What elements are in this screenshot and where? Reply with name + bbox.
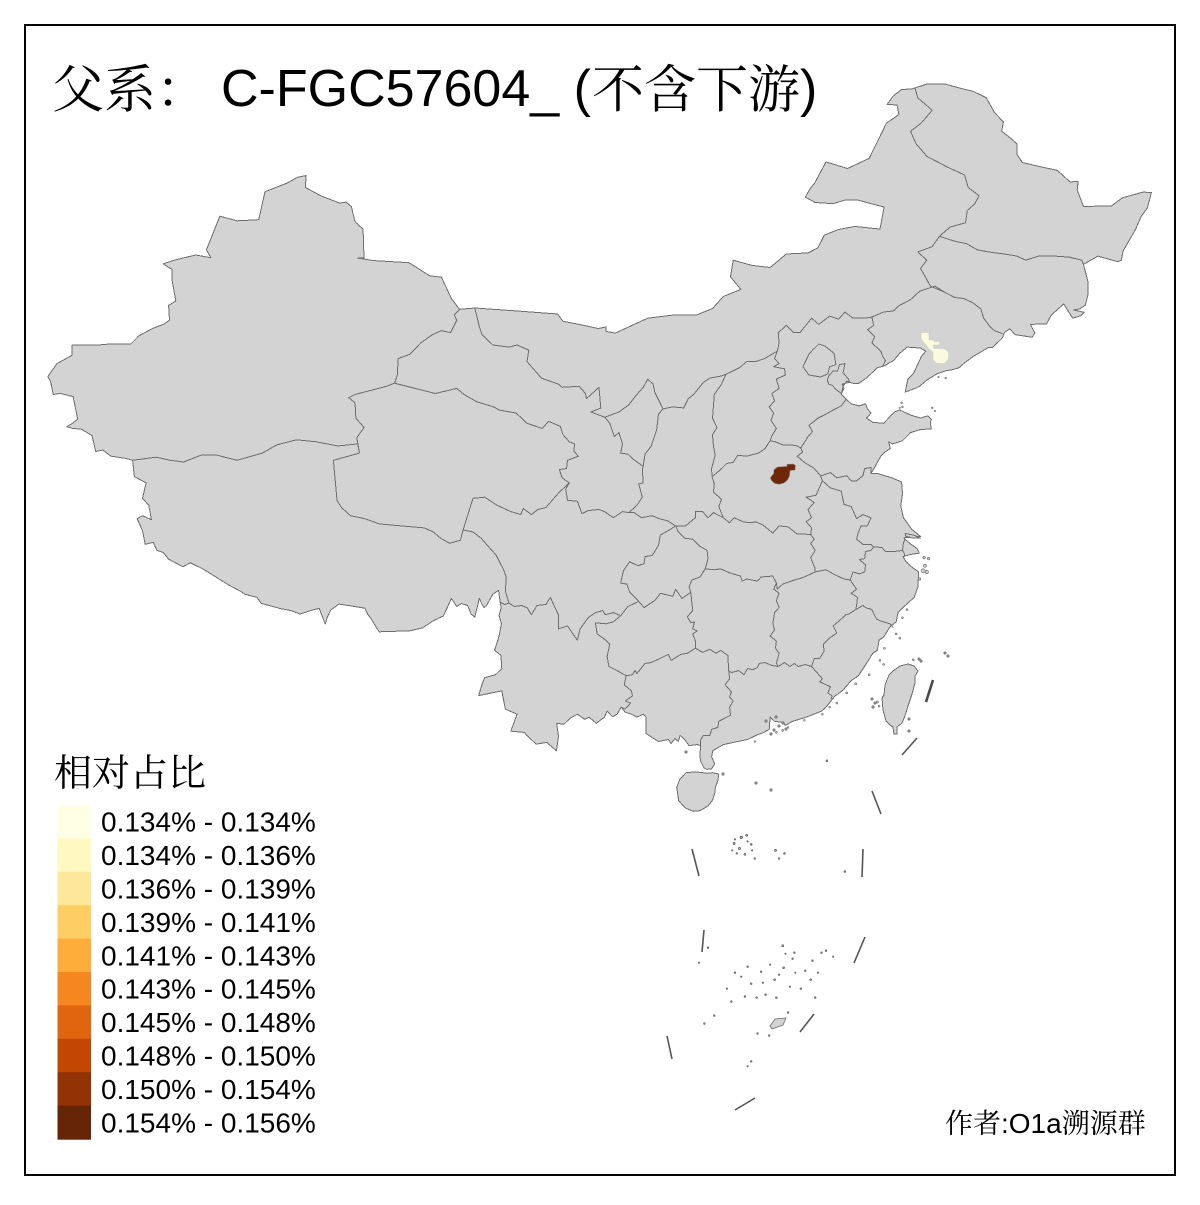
svg-text:0.143% - 0.145%: 0.143% - 0.145%: [101, 974, 316, 1005]
svg-text:0.150% - 0.154%: 0.150% - 0.154%: [101, 1074, 316, 1105]
svg-text:0.148% - 0.150%: 0.148% - 0.150%: [101, 1041, 316, 1072]
svg-text:0.134% - 0.136%: 0.134% - 0.136%: [101, 840, 316, 871]
svg-text:C-FGC57604_ (: C-FGC57604_ (: [221, 60, 592, 118]
svg-text:0.136% - 0.139%: 0.136% - 0.139%: [101, 874, 316, 905]
svg-text:0.154% - 0.156%: 0.154% - 0.156%: [101, 1107, 316, 1138]
svg-text:0.141% - 0.143%: 0.141% - 0.143%: [101, 940, 316, 971]
svg-text:0.134% - 0.134%: 0.134% - 0.134%: [101, 807, 316, 838]
svg-text::O1a: :O1a: [1001, 1108, 1062, 1139]
svg-text:0.145% - 0.148%: 0.145% - 0.148%: [101, 1007, 316, 1038]
svg-text:0.139% - 0.141%: 0.139% - 0.141%: [101, 907, 316, 938]
svg-text:): ): [800, 60, 817, 118]
